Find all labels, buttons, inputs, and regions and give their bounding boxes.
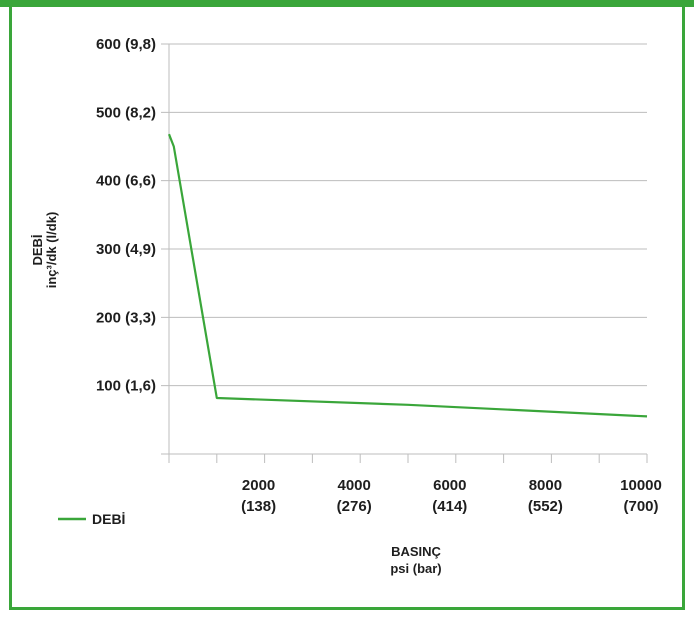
series-line-0 <box>167 133 648 418</box>
y-tick-label-1: 200 (3,3) <box>96 309 156 326</box>
x-axis-title-line-2: psi (bar) <box>390 561 441 576</box>
legend: DEBİ <box>58 511 125 527</box>
y-tick-label-3: 400 (6,6) <box>96 173 156 190</box>
x-tick-label-1-bar: (276) <box>337 498 372 515</box>
y-tick-label-0: 100 (1,6) <box>96 378 156 395</box>
top-accent-bar <box>0 0 694 7</box>
y-tick-labels: 100 (1,6) 200 (3,3) 300 (4,9) 400 (6,6) 500 … <box>96 36 156 395</box>
series-lines <box>167 133 648 418</box>
x-tick-label-4-bar: (700) <box>623 498 658 515</box>
x-axis-title: BASINÇ psi (bar) <box>390 544 441 576</box>
y-axis-title-line-1: DEBİ <box>30 234 45 265</box>
x-tick-label-4-psi: 10000 <box>620 477 662 494</box>
axes <box>161 44 647 455</box>
x-tick-label-2-psi: 6000 <box>433 477 466 494</box>
y-axis-title-line-2: inç³/dk (l/dk) <box>44 212 59 289</box>
x-axis-title-line-1: BASINÇ <box>391 544 441 559</box>
grid-lines <box>161 43 648 463</box>
y-tick-label-2: 300 (4,9) <box>96 241 156 258</box>
y-tick-label-5: 600 (9,8) <box>96 36 156 53</box>
legend-label-debi: DEBİ <box>92 511 125 527</box>
x-tick-label-3-psi: 8000 <box>529 477 562 494</box>
x-tick-label-1-psi: 4000 <box>338 477 371 494</box>
chart-frame <box>9 7 685 610</box>
x-tick-label-2-bar: (414) <box>432 498 467 515</box>
x-tick-labels: 2000 (138) 4000 (276) 6000 (414) 8000 (552) 1000… <box>241 477 662 515</box>
x-tick-label-3-bar: (552) <box>528 498 563 515</box>
x-tick-label-0-bar: (138) <box>241 498 276 515</box>
y-axis-title: DEBİ inç³/dk (l/dk) <box>30 212 59 289</box>
x-tick-label-0-psi: 2000 <box>242 477 275 494</box>
y-tick-label-4: 500 (8,2) <box>96 104 156 121</box>
